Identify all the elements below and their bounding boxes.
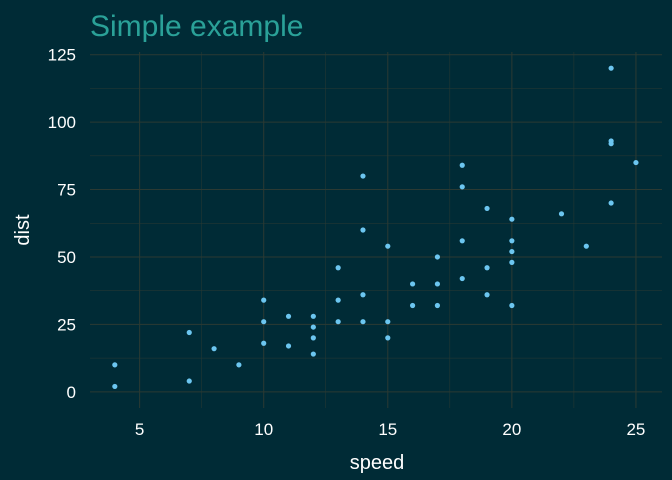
data-point <box>285 343 292 349</box>
data-point <box>633 159 639 166</box>
y-tick-label: 100 <box>48 113 76 132</box>
x-tick-label: 5 <box>135 420 144 439</box>
chart-title: Simple example <box>90 10 303 43</box>
data-point <box>434 281 441 287</box>
data-point <box>434 302 441 309</box>
data-point <box>583 243 589 249</box>
y-tick-label: 75 <box>57 181 76 200</box>
y-axis-title: dist <box>12 214 34 246</box>
data-point <box>360 319 366 325</box>
x-tick-label: 15 <box>378 420 397 439</box>
x-axis-ticks: 5 10 15 20 25 <box>135 420 646 439</box>
data-point <box>385 335 391 341</box>
data-point <box>310 313 316 319</box>
data-point <box>484 205 490 212</box>
data-point <box>509 248 515 255</box>
x-axis-title: speed <box>350 452 405 474</box>
data-point <box>459 184 465 190</box>
data-point <box>112 383 118 390</box>
data-point <box>211 346 217 352</box>
data-point <box>335 265 341 271</box>
grid <box>90 52 662 408</box>
y-tick-label: 125 <box>48 46 76 65</box>
data-point <box>608 65 614 71</box>
data-point <box>459 275 465 282</box>
data-point <box>509 238 515 244</box>
data-point <box>509 216 515 222</box>
data-point <box>385 319 391 325</box>
y-tick-label: 0 <box>67 383 76 402</box>
x-tick-label: 25 <box>626 420 645 439</box>
data-point <box>360 292 366 298</box>
data-point <box>310 351 316 357</box>
data-point <box>310 324 316 330</box>
data-point <box>608 138 614 144</box>
data-point <box>410 281 416 287</box>
data-point <box>236 362 242 368</box>
x-tick-label: 10 <box>254 420 273 439</box>
data-point <box>484 265 490 271</box>
data-point <box>608 200 614 206</box>
data-point <box>335 319 341 325</box>
data-point <box>360 173 366 179</box>
data-point <box>459 238 465 244</box>
data-point <box>434 254 441 260</box>
data-point <box>186 378 192 384</box>
data-points <box>112 65 639 390</box>
data-point <box>484 292 490 298</box>
data-point <box>509 259 515 265</box>
data-point <box>285 313 292 319</box>
data-point <box>261 319 267 325</box>
data-point <box>186 329 192 336</box>
data-point <box>261 340 267 346</box>
y-tick-label: 25 <box>57 315 76 334</box>
data-point <box>261 297 267 303</box>
y-axis-ticks: 0 25 50 75 100 125 <box>48 46 76 402</box>
data-point <box>385 243 391 249</box>
data-point <box>509 302 515 309</box>
data-point <box>335 297 341 303</box>
data-point <box>410 302 416 309</box>
y-tick-label: 50 <box>57 248 76 267</box>
x-tick-label: 20 <box>502 420 521 439</box>
data-point <box>112 362 118 368</box>
data-point <box>558 211 565 217</box>
data-point <box>310 335 316 341</box>
data-point <box>459 162 465 168</box>
data-point <box>360 227 366 233</box>
